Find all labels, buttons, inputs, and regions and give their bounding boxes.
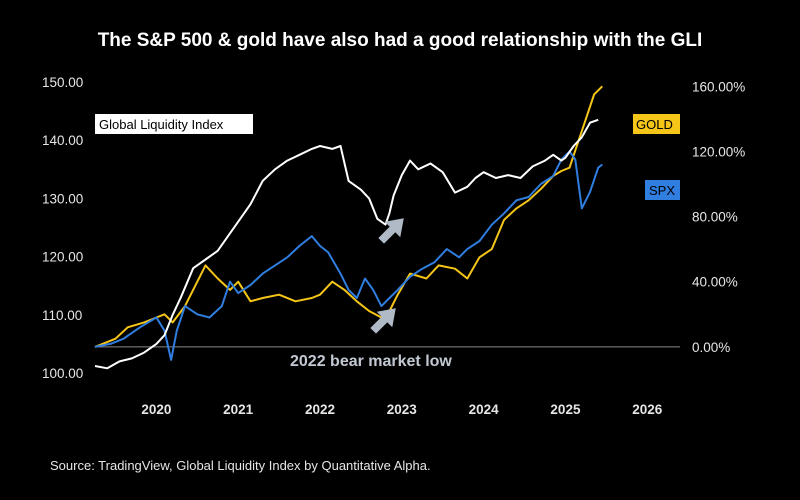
x-tick-label: 2021 xyxy=(223,402,254,417)
gold-series-line xyxy=(94,85,604,348)
arrow-market-low-head xyxy=(376,308,396,328)
left-tick-label: 110.00 xyxy=(42,308,82,323)
gli-series-line xyxy=(94,118,599,370)
chart-title: The S&P 500 & gold have also had a good … xyxy=(97,30,703,51)
left-tick-label: 100.00 xyxy=(42,366,83,381)
label-spx-box xyxy=(645,180,680,200)
label-gli-box xyxy=(95,114,253,134)
x-tick-label: 2024 xyxy=(469,402,500,417)
label-gold: GOLD xyxy=(633,114,680,134)
x-axis-ticks: 2020 2021 2022 2023 2024 2025 2026 xyxy=(141,402,662,417)
label-gold-box xyxy=(633,114,680,134)
right-axis-ticks: 0.00% 40.00% 80.00% 120.00% 160.00% xyxy=(692,79,745,355)
arrow-gli-low-head xyxy=(384,218,404,238)
left-tick-label: 130.00 xyxy=(42,191,83,206)
right-tick-label: 0.00% xyxy=(692,340,730,355)
x-tick-label: 2020 xyxy=(141,402,171,417)
annotation-bear-market-low: 2022 bear market low xyxy=(290,353,452,370)
source-note: Source: TradingView, Global Liquidity In… xyxy=(50,458,431,473)
arrow-gli-low-shaft xyxy=(378,225,397,244)
left-axis-ticks: 100.00 110.00 120.00 130.00 140.00 150.00 xyxy=(42,75,83,381)
right-tick-label: 80.00% xyxy=(692,210,738,225)
right-tick-label: 160.00% xyxy=(692,79,745,94)
label-spx: SPX xyxy=(645,180,680,200)
x-tick-label: 2025 xyxy=(550,402,581,417)
series-layer xyxy=(94,85,604,370)
spx-series-line xyxy=(94,150,603,361)
x-tick-label: 2022 xyxy=(305,402,335,417)
right-tick-label: 120.00% xyxy=(692,144,745,159)
x-tick-label: 2023 xyxy=(387,402,418,417)
label-spx-text: SPX xyxy=(649,183,675,198)
arrow-market-low xyxy=(370,308,396,334)
x-tick-label: 2026 xyxy=(632,402,663,417)
left-tick-label: 140.00 xyxy=(42,133,83,148)
label-gli: Global Liquidity Index xyxy=(95,114,253,134)
left-tick-label: 150.00 xyxy=(42,75,83,90)
annotation-arrows xyxy=(370,218,404,334)
arrow-gli-low xyxy=(378,218,404,244)
left-tick-label: 120.00 xyxy=(42,250,83,265)
label-gli-text: Global Liquidity Index xyxy=(99,117,224,132)
right-tick-label: 40.00% xyxy=(692,275,738,290)
label-gold-text: GOLD xyxy=(636,117,673,132)
arrow-market-low-shaft xyxy=(370,315,389,334)
